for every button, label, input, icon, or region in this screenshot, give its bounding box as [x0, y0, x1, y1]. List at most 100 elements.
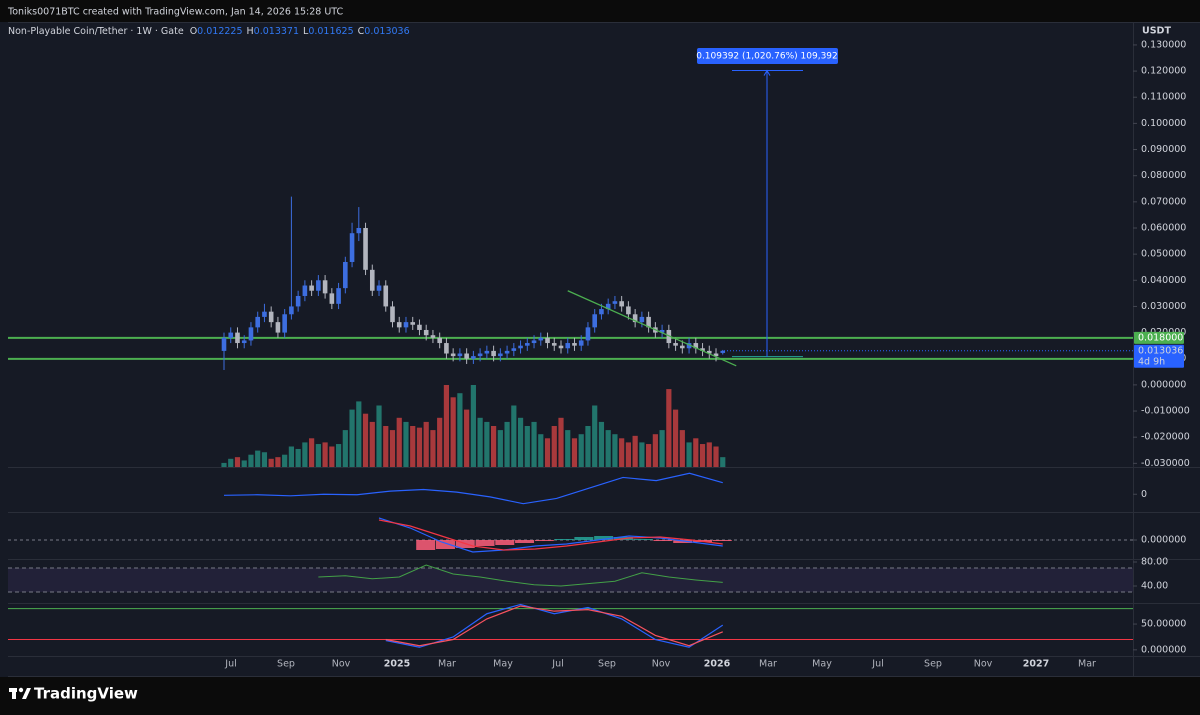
- y-tick-label: 0.040000: [1141, 275, 1186, 286]
- volume-bar: [639, 442, 645, 467]
- candle-body: [349, 233, 355, 262]
- volume-bar: [558, 417, 564, 467]
- volume-bar: [592, 405, 598, 467]
- volume-bar: [585, 426, 591, 467]
- candle-body: [558, 345, 564, 349]
- volume-bar: [464, 409, 470, 467]
- volume-bar: [302, 442, 308, 467]
- y-tick-label: 80.00: [1141, 557, 1168, 568]
- logo-shape: [18, 687, 24, 693]
- main-pane: [8, 69, 1133, 467]
- volume-bar: [693, 438, 699, 467]
- volume-bar: [315, 444, 321, 467]
- y-tick-label: 0.050000: [1141, 249, 1186, 260]
- pane-separators: [8, 22, 1200, 677]
- candle-body: [565, 343, 571, 349]
- legend-ohlc-value: 0.011625: [308, 26, 353, 37]
- candle-body: [720, 350, 726, 353]
- logo-shape: [22, 688, 31, 699]
- candle-body: [255, 316, 260, 328]
- y-tick-label: 0.030000: [1141, 301, 1186, 312]
- volume-bar: [335, 444, 342, 467]
- candle-body: [309, 285, 314, 291]
- macd-line: [378, 517, 723, 553]
- candle-body: [551, 343, 557, 346]
- volume-bar: [275, 457, 281, 467]
- candle-body: [241, 340, 247, 344]
- candle-body: [376, 285, 382, 291]
- volume-bar: [605, 430, 611, 467]
- candle-body: [626, 306, 631, 315]
- measure-label-box: [697, 48, 838, 64]
- candle-body: [639, 316, 645, 323]
- x-tick-label: Sep: [277, 659, 295, 670]
- volume-bar: [571, 438, 578, 467]
- candle-body: [322, 280, 328, 294]
- x-tick-label: Mar: [1078, 659, 1096, 670]
- candle-body: [659, 329, 665, 333]
- rsi-band: [8, 568, 1133, 592]
- volume-bar: [430, 430, 436, 467]
- currency-label: USDT: [1142, 26, 1171, 37]
- volume-bar: [423, 421, 429, 467]
- volume-bar: [720, 457, 726, 467]
- volume-bar: [309, 438, 315, 467]
- y-tick-label: 0.130000: [1141, 39, 1186, 50]
- volume-bar: [713, 446, 719, 467]
- volume-bar: [362, 413, 369, 467]
- volume-bar: [511, 405, 517, 467]
- candle-body: [390, 306, 395, 323]
- candle-body: [316, 280, 321, 291]
- legend-ohlc-value: 0.013371: [254, 26, 299, 37]
- volume-bar: [646, 444, 652, 467]
- candle-body: [423, 329, 429, 336]
- candle-body: [484, 350, 490, 354]
- volume-bar: [268, 458, 274, 467]
- candle-body: [396, 322, 402, 328]
- x-tick-label: Nov: [332, 659, 351, 670]
- volume-bar: [342, 430, 348, 467]
- macd-hist-bar: [534, 540, 554, 541]
- candle-body: [228, 332, 234, 338]
- legend-ohlc-label: H: [247, 26, 254, 37]
- volume-bar: [389, 430, 396, 467]
- candle-body: [356, 227, 362, 234]
- volume-bar: [282, 454, 288, 467]
- macd-hist-bar: [416, 540, 436, 550]
- x-tick-label: Jul: [224, 659, 236, 670]
- macd-hist-bar: [653, 540, 673, 541]
- y-tick-label: 0.000000: [1141, 535, 1186, 546]
- x-tick-label: Nov: [974, 659, 993, 670]
- volume-bar: [470, 385, 476, 467]
- volume-bar: [497, 430, 503, 467]
- candle-body: [518, 345, 523, 349]
- candle-body: [585, 327, 591, 341]
- legend-symbol: Non-Playable Coin/Tether · 1W · Gate: [8, 26, 184, 37]
- volume-bar: [221, 462, 227, 467]
- x-tick-label: Jul: [871, 659, 883, 670]
- macd-hist-bar: [574, 537, 594, 540]
- x-tick-label: 2025: [384, 659, 410, 670]
- last-price-label: 0.013036: [1138, 345, 1183, 356]
- volume-bar: [477, 417, 483, 467]
- volume-bar: [491, 426, 497, 467]
- candle-body: [666, 329, 672, 344]
- logo-shape: [12, 688, 16, 699]
- candle-body: [619, 301, 624, 307]
- volume-bar: [544, 438, 551, 467]
- y-tick-label: 0.000000: [1141, 644, 1186, 655]
- candle-body: [295, 295, 301, 307]
- candle-body: [450, 353, 456, 357]
- macd-hist-bar: [712, 540, 732, 541]
- candle-body: [572, 343, 577, 346]
- volume-bar: [457, 393, 463, 467]
- candle-body: [673, 343, 678, 346]
- rsi-line: [318, 564, 723, 587]
- candle-body: [457, 353, 463, 357]
- x-tick-label: May: [493, 659, 513, 670]
- y-tick-label: 0: [1141, 489, 1147, 500]
- volume-bar: [699, 444, 706, 467]
- candle-body: [444, 343, 449, 354]
- stoch-k: [385, 603, 724, 648]
